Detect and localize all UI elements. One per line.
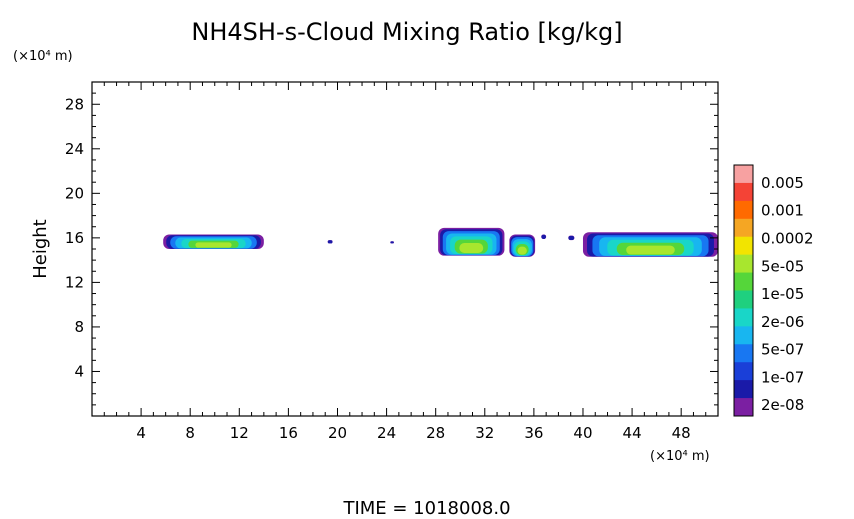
y-tick-label: 8	[74, 318, 84, 336]
cloud-region	[541, 234, 547, 239]
y-tick-label: 20	[65, 184, 84, 202]
x-tick-label: 16	[279, 424, 298, 442]
cloud-level-6	[195, 242, 232, 248]
colorbar-swatch	[734, 380, 753, 399]
colorbar-swatch	[734, 218, 753, 238]
cloud-level-1	[541, 234, 547, 239]
colorbar-label: 0.0002	[761, 230, 814, 248]
colorbar-label: 2e-06	[761, 313, 804, 331]
y-tick-label: 28	[65, 95, 84, 113]
colorbar-frame	[733, 164, 754, 417]
x-tick-label: 4	[136, 424, 146, 442]
x-tick-label: 24	[377, 424, 396, 442]
cloud-level-1	[390, 241, 394, 244]
colorbar-label: 1e-05	[761, 285, 804, 303]
colorbar-swatch	[734, 362, 753, 381]
y-axis-label: Height	[30, 219, 51, 279]
time-label: TIME = 1018008.0	[342, 498, 510, 519]
x-axis-unit: (×10⁴ m)	[650, 449, 710, 464]
chart-title: NH4SH-s-Cloud Mixing Ratio [kg/kg]	[191, 18, 622, 46]
x-tick-label: 48	[672, 424, 691, 442]
colorbar-swatch	[734, 254, 753, 274]
colorbar-swatch	[734, 326, 753, 345]
cloud-level-1	[568, 235, 575, 241]
cloud-region	[327, 240, 333, 244]
y-tick-label: 4	[74, 362, 84, 380]
colorbar-label: 5e-05	[761, 257, 804, 275]
x-tick-label: 8	[185, 424, 195, 442]
cloud-level-1	[327, 240, 333, 244]
colorbar-label: 0.005	[761, 174, 804, 192]
x-tick-label: 12	[230, 424, 249, 442]
y-tick-label: 12	[65, 273, 84, 291]
cloud-region	[582, 232, 718, 257]
colorbar-swatch	[734, 182, 753, 202]
colorbar-label: 2e-08	[761, 396, 804, 414]
x-tick-label: 44	[623, 424, 642, 442]
x-tick-label: 40	[573, 424, 592, 442]
colorbar-swatch	[734, 290, 753, 309]
x-tick-label: 32	[475, 424, 494, 442]
cloud-level-6	[459, 242, 484, 254]
cloud-region	[509, 234, 536, 257]
colorbar-label: 1e-07	[761, 368, 804, 386]
cloud-level-6	[626, 245, 675, 255]
cloud-field	[163, 227, 718, 257]
x-tick-label: 28	[426, 424, 445, 442]
cloud-region	[163, 234, 264, 249]
x-tick-label: 20	[328, 424, 347, 442]
colorbar-swatch	[734, 236, 753, 256]
colorbar-swatch	[734, 165, 753, 184]
y-tick-label: 24	[65, 140, 84, 158]
colorbar: 0.005 0.001 0.0002 5e-05 1e-05 2e-06 5e-07 1e-0…	[733, 164, 814, 417]
colorbar-label: 0.001	[761, 202, 804, 220]
colorbar-swatch	[734, 200, 753, 220]
y-axis-unit: (×10⁴ m)	[13, 49, 73, 64]
y-ticks: 4 8 12 16 20 24 28	[65, 92, 718, 406]
cloud-region	[568, 235, 575, 241]
y-tick-label: 16	[65, 229, 84, 247]
x-tick-label: 36	[524, 424, 543, 442]
colorbar-swatch	[734, 272, 753, 291]
cloud-level-6	[517, 246, 527, 255]
colorbar-swatch	[734, 398, 753, 417]
colorbar-label: 5e-07	[761, 341, 804, 359]
colorbar-swatch	[734, 308, 753, 327]
colorbar-swatch	[734, 344, 753, 363]
cloud-region	[438, 227, 505, 256]
x-ticks: 4 8 12 16 20 24 28 32 36 40 44 48	[103, 82, 707, 442]
cloud-region	[390, 241, 394, 244]
